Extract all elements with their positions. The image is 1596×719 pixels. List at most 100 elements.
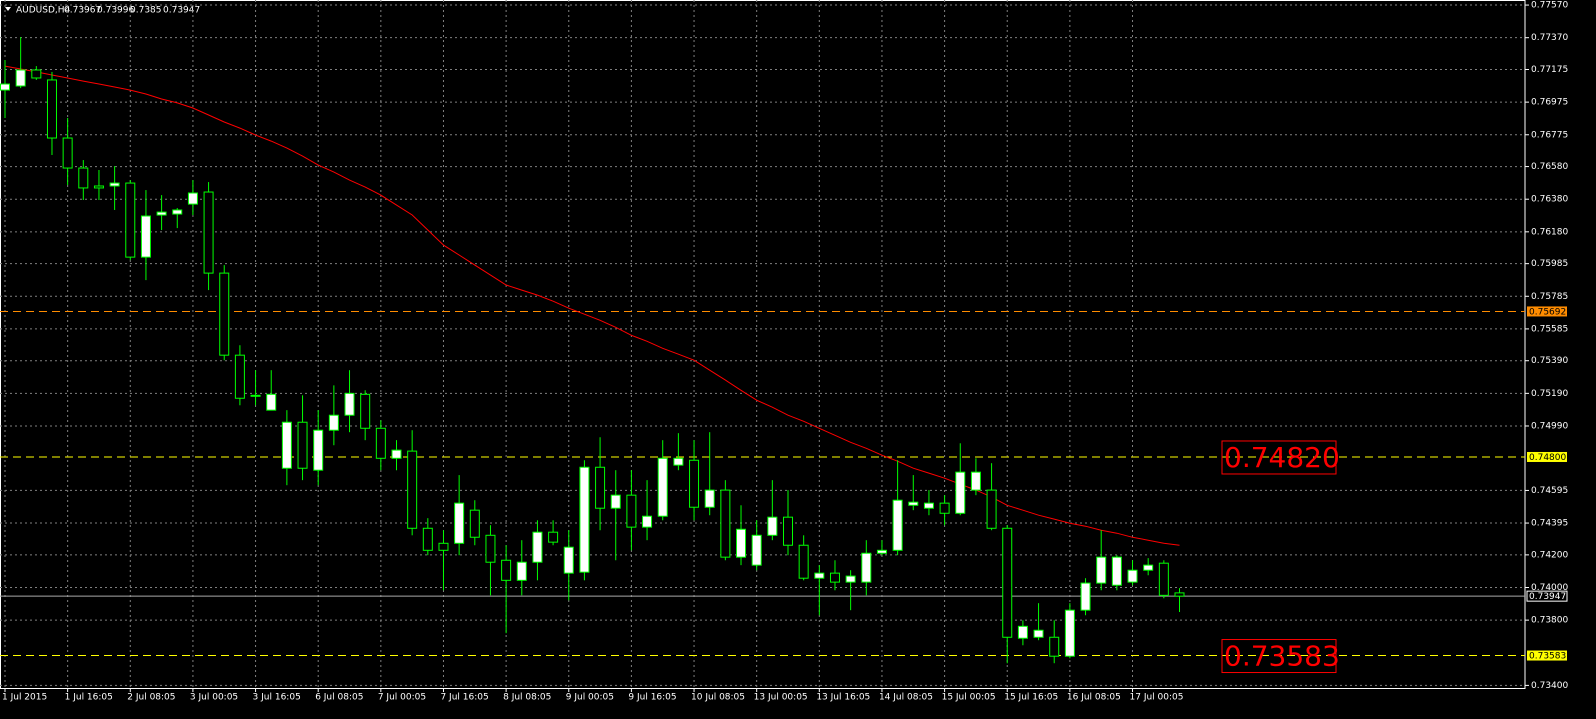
candle-body <box>203 191 214 274</box>
level-price-label: 0.75692 <box>1529 307 1566 317</box>
annotation-box <box>1221 639 1337 674</box>
candle-body <box>970 471 981 491</box>
candle <box>798 535 809 581</box>
x-tick-label: 16 Jul 08:05 <box>1067 693 1121 703</box>
candle <box>328 385 339 446</box>
x-tick-label: 1 Jul 16:05 <box>65 693 113 703</box>
candle-body <box>0 83 10 91</box>
candle <box>0 60 10 118</box>
candle-body <box>266 393 277 411</box>
candle <box>1143 558 1154 576</box>
candle-body <box>172 209 183 215</box>
candle-body <box>187 192 198 205</box>
candle-body <box>281 421 292 469</box>
candle <box>344 370 355 433</box>
candle-body <box>485 534 496 563</box>
candle-body <box>610 494 621 509</box>
candle <box>250 370 261 406</box>
annotation-box <box>1221 440 1337 475</box>
moving-average <box>4 65 1180 546</box>
candle-body <box>861 552 872 583</box>
candle <box>422 518 433 556</box>
candle <box>313 410 324 486</box>
candle-body <box>1111 556 1122 586</box>
candle-body <box>501 559 512 581</box>
candle <box>31 66 42 80</box>
candle <box>1017 620 1028 646</box>
candle-body <box>469 509 480 538</box>
candle-body <box>407 450 418 529</box>
x-tick-label: 17 Jul 00:05 <box>1130 693 1184 703</box>
x-tick-label: 10 Jul 08:05 <box>691 693 745 703</box>
candle <box>861 540 872 596</box>
y-tick-label: 0.75390 <box>1531 356 1568 366</box>
y-tick-label: 0.74395 <box>1531 519 1568 529</box>
candle <box>187 180 198 216</box>
candle-body <box>845 575 856 583</box>
candle-body <box>783 516 793 546</box>
candle <box>469 500 480 546</box>
candle <box>219 265 230 361</box>
candle-body <box>892 499 903 551</box>
candle-body <box>876 549 887 554</box>
candle <box>1111 555 1122 591</box>
x-tick-label: 2 Jul 08:05 <box>127 693 175 703</box>
candle-body <box>626 494 637 528</box>
candle-body <box>814 572 825 579</box>
candle <box>829 560 840 591</box>
annotation: 0.73583 <box>1224 640 1340 673</box>
candle <box>767 480 778 541</box>
candle <box>642 480 653 541</box>
y-tick-label: 0.75190 <box>1531 389 1568 399</box>
candle <box>15 37 26 89</box>
candle-body <box>234 354 245 399</box>
current-price-box <box>1526 590 1568 602</box>
current-price-label: 0.73947 <box>1529 592 1566 602</box>
candle <box>579 460 590 581</box>
level-price-label: 0.74800 <box>1529 453 1566 463</box>
x-tick-label: 9 Jul 00:05 <box>566 693 614 703</box>
candle-body <box>62 137 73 169</box>
candle-body <box>93 185 104 189</box>
candle <box>657 440 668 521</box>
candle-body <box>1127 569 1138 583</box>
candle <box>673 433 684 471</box>
candle-body <box>1158 562 1169 596</box>
candle-body <box>1096 556 1107 584</box>
candle-body <box>360 393 371 429</box>
chart-title: AUDUSD,H4 <box>16 6 71 16</box>
candle-body <box>548 531 559 543</box>
candle <box>939 495 950 526</box>
y-tick-label: 0.74990 <box>1531 421 1568 431</box>
candle-body <box>532 531 543 563</box>
y-tick-label: 0.75785 <box>1531 292 1568 302</box>
candle <box>626 470 637 551</box>
x-tick-label: 15 Jul 16:05 <box>1004 693 1058 703</box>
candle <box>360 390 371 441</box>
candle <box>391 440 402 471</box>
y-tick-label: 0.76775 <box>1531 130 1568 140</box>
candle-body <box>516 561 527 581</box>
candle-body <box>1033 629 1044 638</box>
candle-body <box>140 215 151 258</box>
x-tick-label: 14 Jul 08:05 <box>879 693 933 703</box>
y-tick-label: 0.74595 <box>1531 486 1568 496</box>
candle-body <box>78 167 89 189</box>
candle-body <box>563 546 574 574</box>
candle <box>720 480 731 561</box>
candle <box>234 345 245 406</box>
y-tick-label: 0.76580 <box>1531 162 1568 172</box>
candle-body <box>438 542 449 551</box>
menu-arrow[interactable] <box>5 7 11 11</box>
candle-body <box>798 544 809 579</box>
candle <box>140 190 151 281</box>
candle-body <box>219 272 230 356</box>
candle <box>172 208 183 229</box>
candle-body <box>689 459 700 508</box>
candle <box>1174 588 1185 612</box>
candle <box>156 195 167 231</box>
candle-body <box>1002 527 1013 638</box>
candle-body <box>986 489 997 529</box>
